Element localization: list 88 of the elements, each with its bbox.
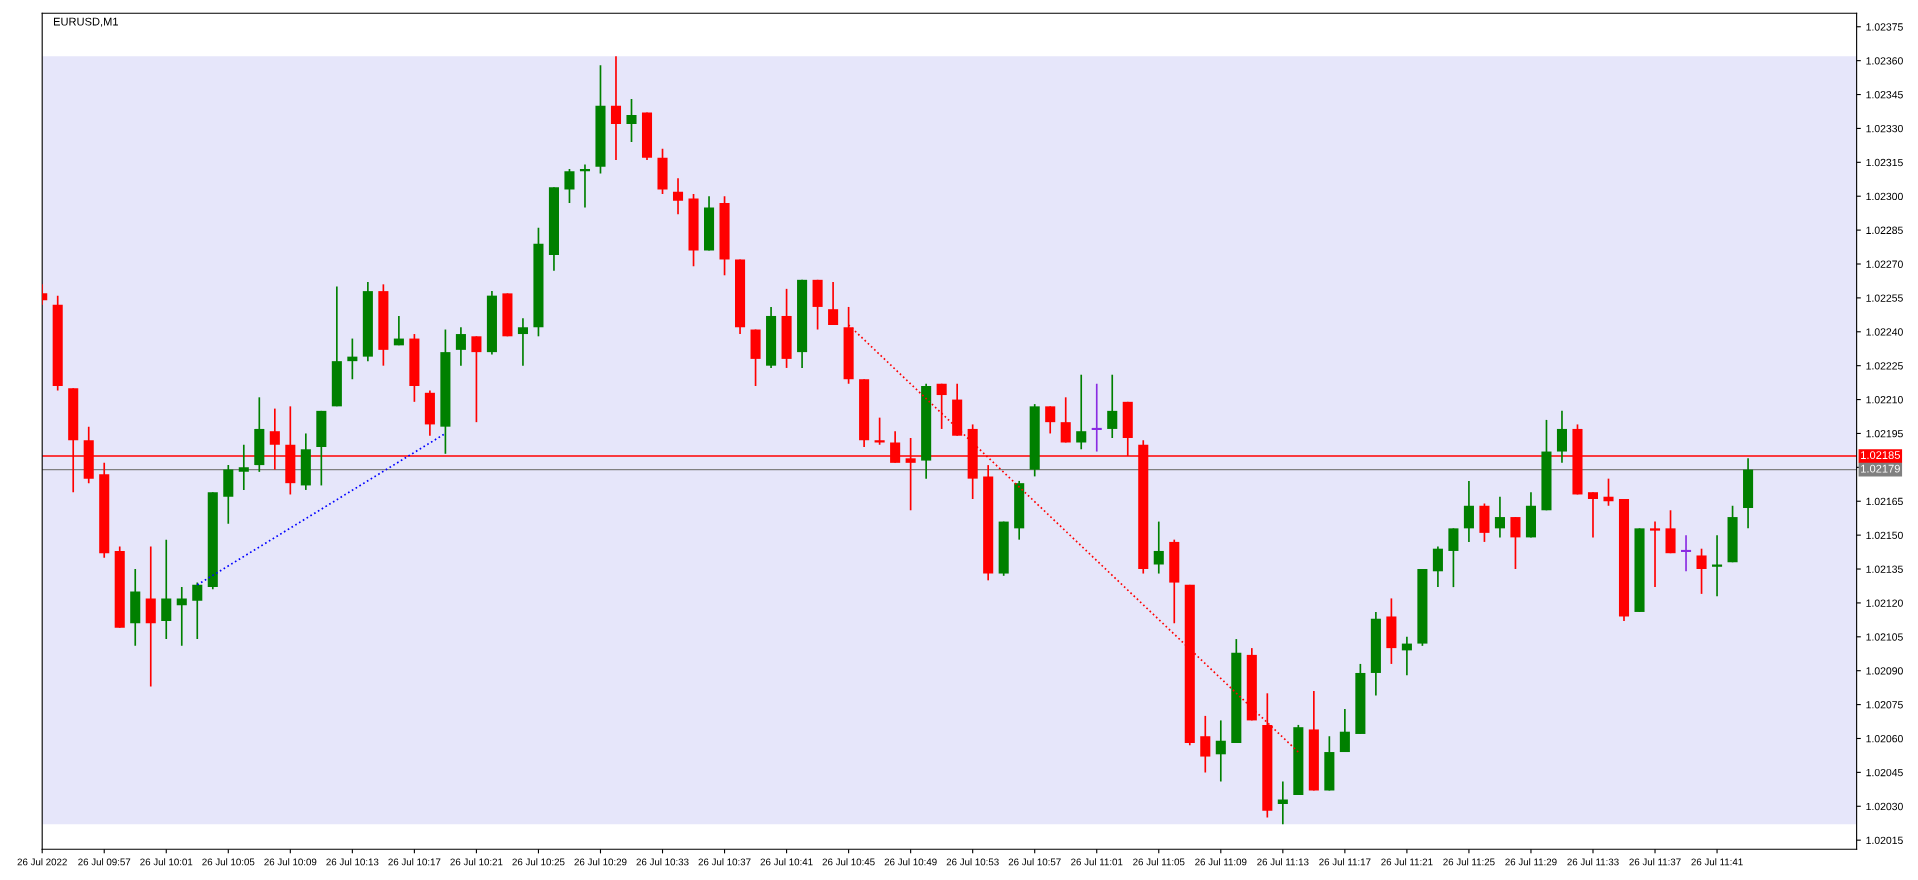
x-tick-label: 26 Jul 10:57 — [1008, 858, 1061, 866]
x-tick-label: 26 Jul 10:17 — [388, 858, 441, 866]
x-tick-label: 26 Jul 10:21 — [450, 858, 503, 866]
candlestick — [1076, 373, 1087, 451]
candlestick — [517, 317, 528, 367]
candlestick — [1696, 547, 1707, 595]
x-tick-label: 26 Jul 11:41 — [1691, 858, 1743, 866]
candlestick — [238, 443, 249, 491]
x-tick-label: 26 Jul 2022 — [17, 858, 67, 866]
candlestick — [564, 168, 575, 204]
y-tick-label: 1.02240 — [1866, 328, 1903, 336]
x-tick-label: 26 Jul 11:25 — [1443, 858, 1495, 866]
candlestick — [1277, 780, 1288, 826]
x-tick-label: 26 Jul 10:37 — [698, 858, 751, 866]
y-tick-label: 1.02090 — [1866, 667, 1903, 675]
candlestick — [1045, 405, 1056, 435]
x-tick-label: 26 Jul 11:13 — [1257, 858, 1309, 866]
x-tick-label: 26 Jul 10:53 — [946, 858, 999, 866]
candlestick — [1463, 480, 1474, 543]
y-tick-label: 1.02210 — [1866, 396, 1903, 404]
x-tick-label: 26 Jul 11:37 — [1629, 858, 1681, 866]
x-tick-label: 26 Jul 10:05 — [202, 858, 255, 866]
x-tick-label: 26 Jul 11:33 — [1567, 858, 1619, 866]
y-tick-label: 1.02060 — [1866, 734, 1903, 743]
candlestick — [610, 55, 622, 161]
y-tick-label: 1.02300 — [1866, 192, 1903, 201]
y-tick-label: 1.02075 — [1866, 701, 1903, 709]
x-tick-label: 26 Jul 11:17 — [1319, 858, 1371, 866]
x-tick-label: 26 Jul 11:01 — [1071, 858, 1123, 866]
candlestick — [936, 382, 947, 430]
y-tick-label: 1.02015 — [1866, 836, 1903, 845]
x-tick-label: 26 Jul 11:29 — [1505, 858, 1557, 866]
chart-title: EURUSD,M1 — [53, 17, 118, 27]
y-tick-label: 1.02120 — [1866, 599, 1903, 607]
candlestick — [1494, 495, 1505, 539]
candlestick — [1649, 520, 1661, 588]
y-tick-label: 1.02135 — [1866, 565, 1903, 573]
candlestick — [1432, 545, 1443, 588]
y-tick-label: 1.02165 — [1866, 497, 1903, 506]
x-tick-label: 26 Jul 10:33 — [636, 858, 689, 866]
y-tick-label: 1.02225 — [1866, 362, 1903, 370]
x-tick-label: 26 Jul 10:29 — [574, 858, 627, 866]
y-tick-label: 1.02345 — [1866, 91, 1903, 99]
y-tick-label: 1.02255 — [1866, 294, 1903, 302]
candlestick — [1215, 719, 1226, 783]
ref-line-label: 1.02179 — [1861, 464, 1900, 473]
x-tick-label: 26 Jul 10:13 — [326, 858, 379, 866]
candlestick — [828, 281, 839, 326]
x-tick-label: 26 Jul 10:49 — [884, 858, 937, 866]
candlestick — [471, 335, 482, 423]
x-tick-label: 26 Jul 10:41 — [760, 858, 813, 866]
y-tick-label: 1.02195 — [1866, 429, 1903, 438]
candlestick — [455, 326, 466, 367]
y-tick-label: 1.02360 — [1866, 57, 1903, 65]
candlestick — [192, 581, 203, 640]
candlestick — [176, 586, 187, 647]
x-tick-label: 26 Jul 11:09 — [1195, 858, 1247, 866]
candlestick — [1556, 410, 1568, 464]
y-tick-label: 1.02105 — [1866, 633, 1903, 641]
y-tick-label: 1.02150 — [1866, 531, 1903, 540]
y-tick-label: 1.02045 — [1866, 768, 1903, 777]
candlestick — [1107, 373, 1118, 439]
x-tick-label: 26 Jul 10:09 — [264, 858, 317, 866]
y-tick-label: 1.02375 — [1866, 23, 1903, 31]
y-tick-label: 1.02285 — [1866, 226, 1903, 234]
y-tick-label: 1.02030 — [1866, 802, 1903, 811]
candlestick — [161, 538, 172, 640]
y-tick-label: 1.02270 — [1866, 260, 1903, 268]
candlestick — [1448, 527, 1459, 588]
candlestick — [1603, 477, 1614, 507]
y-tick-label: 1.02315 — [1866, 158, 1903, 167]
candlestick — [1090, 382, 1103, 453]
y-tick-label: 1.02330 — [1866, 124, 1903, 133]
candlestick — [1200, 715, 1211, 774]
candlestick — [672, 177, 684, 216]
candlestick — [626, 98, 637, 143]
candlestick — [1060, 396, 1071, 444]
x-tick-label: 26 Jul 10:45 — [822, 858, 875, 866]
x-tick-label: 26 Jul 10:25 — [512, 858, 565, 866]
candlestick — [1587, 491, 1599, 539]
ref-line-label: 1.02185 — [1861, 451, 1900, 460]
x-tick-label: 26 Jul 11:05 — [1133, 858, 1185, 866]
candlestick — [1510, 516, 1521, 570]
x-tick-label: 26 Jul 11:21 — [1381, 858, 1433, 866]
candlestick — [1339, 708, 1350, 753]
x-tick-label: 26 Jul 09:57 — [78, 858, 131, 866]
x-tick-label: 26 Jul 10:01 — [140, 858, 193, 866]
candlestick — [1153, 520, 1164, 575]
